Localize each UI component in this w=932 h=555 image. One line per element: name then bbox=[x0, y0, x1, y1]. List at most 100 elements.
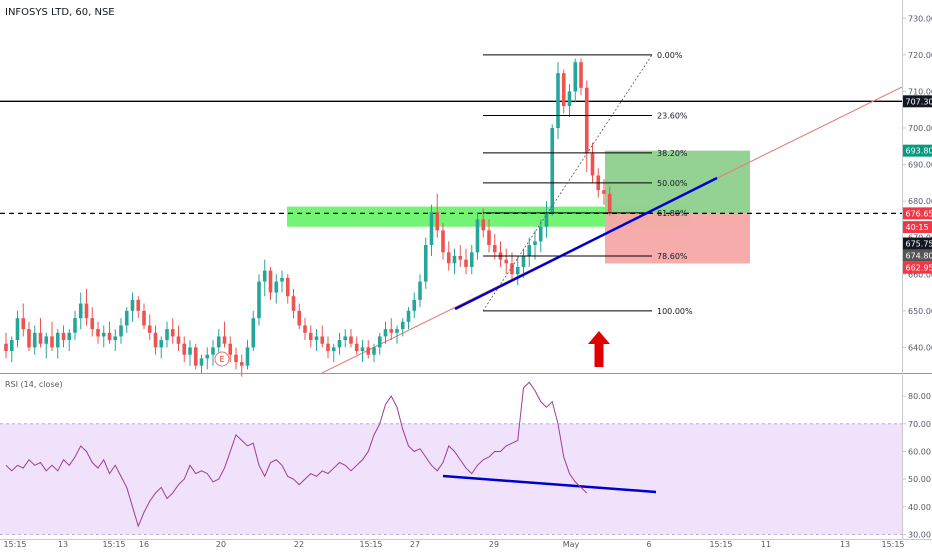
candle-body bbox=[401, 322, 405, 329]
candle-body bbox=[280, 278, 284, 282]
fib-level-label: 50.00% bbox=[657, 179, 688, 188]
candle-body bbox=[102, 333, 106, 337]
candle-body bbox=[257, 282, 261, 319]
candle-body bbox=[131, 300, 135, 311]
price-tag-label: 693.80 bbox=[906, 147, 932, 156]
candle-body bbox=[361, 347, 365, 351]
time-tick-label: 13 bbox=[840, 540, 850, 549]
candle bbox=[257, 274, 261, 325]
candle-body bbox=[56, 333, 60, 348]
fib-level-label: 78.60% bbox=[657, 252, 688, 261]
candle bbox=[556, 62, 560, 139]
candle-body bbox=[332, 347, 336, 351]
time-tick-label: 15:15 bbox=[881, 540, 904, 549]
rsi-tick-label: 40.00 bbox=[908, 503, 931, 512]
time-tick-label: 15:15 bbox=[102, 540, 125, 549]
price-tick-label: 700.00 bbox=[908, 124, 932, 133]
candle-body bbox=[297, 311, 301, 326]
candle-body bbox=[269, 271, 273, 293]
candle-body bbox=[286, 278, 290, 296]
price-tag: 693.80 bbox=[903, 145, 932, 157]
candle-body bbox=[39, 333, 43, 344]
candle-body bbox=[343, 336, 347, 340]
candle-body bbox=[573, 62, 577, 91]
candle-body bbox=[4, 344, 8, 351]
candle-body bbox=[67, 333, 71, 340]
price-tick-label: 650.00 bbox=[908, 307, 932, 316]
candle-body bbox=[418, 282, 422, 300]
candle-body bbox=[200, 358, 204, 365]
candle-body bbox=[464, 260, 468, 267]
candle-body bbox=[539, 227, 543, 242]
candle-body bbox=[476, 219, 480, 252]
candle-body bbox=[487, 230, 491, 245]
candle-body bbox=[522, 256, 526, 267]
fib-level-label: 0.00% bbox=[657, 51, 683, 60]
time-tick-label: 15:15 bbox=[709, 540, 732, 549]
candle-body bbox=[412, 300, 416, 311]
candle-body bbox=[223, 336, 227, 343]
candle-body bbox=[326, 344, 330, 351]
candle-body bbox=[142, 311, 146, 326]
earnings-marker[interactable]: E bbox=[215, 352, 229, 366]
price-axis[interactable]: 730.00720.00710.00700.00690.00680.00670.… bbox=[902, 14, 932, 352]
candle-body bbox=[159, 340, 163, 347]
time-tick-label: May bbox=[563, 540, 580, 549]
time-tick-label: 15:15 bbox=[359, 540, 382, 549]
candle-body bbox=[562, 73, 566, 106]
candle-body bbox=[108, 333, 112, 340]
candle-body bbox=[154, 333, 158, 348]
candle-body bbox=[119, 325, 123, 336]
rsi-tick-label: 30.00 bbox=[908, 530, 931, 539]
candle-body bbox=[21, 318, 25, 329]
price-tag: 40:15 bbox=[903, 221, 932, 233]
candle-body bbox=[568, 91, 572, 106]
price-tick-label: 720.00 bbox=[908, 51, 932, 60]
candle-body bbox=[27, 329, 31, 347]
candle-body bbox=[407, 311, 411, 322]
time-tick-label: 6 bbox=[646, 540, 651, 549]
candle-body bbox=[550, 128, 554, 212]
candle-body bbox=[447, 252, 451, 263]
price-tag: 707.30 bbox=[903, 95, 932, 107]
candle-body bbox=[510, 263, 514, 274]
candle-body bbox=[44, 336, 48, 343]
earnings-marker-label: E bbox=[219, 355, 224, 364]
chart-title[interactable]: INFOSYS LTD, 60, NSE bbox=[5, 7, 115, 18]
time-tick-label: 29 bbox=[489, 540, 499, 549]
time-tick-label: 11 bbox=[761, 540, 771, 549]
time-tick-label: 27 bbox=[410, 540, 420, 549]
price-tag: 662.95 bbox=[903, 262, 932, 274]
price-pane-background bbox=[0, 0, 902, 373]
price-tick-label: 730.00 bbox=[908, 14, 932, 23]
candle-body bbox=[527, 245, 531, 256]
price-tag-label: 674.80 bbox=[906, 252, 932, 261]
candle-body bbox=[389, 329, 393, 333]
candle-body bbox=[493, 245, 497, 252]
candle-body bbox=[470, 252, 474, 267]
price-tag: 674.80 bbox=[903, 250, 932, 262]
candle-body bbox=[366, 347, 370, 354]
candle-body bbox=[458, 256, 462, 260]
candle-body bbox=[234, 355, 238, 362]
time-tick-label: 15:15 bbox=[3, 540, 26, 549]
price-tick-label: 680.00 bbox=[908, 197, 932, 206]
candle-body bbox=[90, 318, 94, 329]
candle-body bbox=[217, 336, 221, 347]
rsi-tick-label: 80.00 bbox=[908, 392, 931, 401]
time-tick-label: 22 bbox=[294, 540, 304, 549]
price-tag-label: 675.75 bbox=[906, 240, 932, 249]
candle bbox=[194, 344, 198, 370]
candle-body bbox=[211, 347, 215, 354]
candle-body bbox=[182, 344, 186, 355]
rsi-title[interactable]: RSI (14, close) bbox=[5, 380, 63, 389]
fib-level-label: 100.00% bbox=[657, 307, 693, 316]
time-tick-label: 13 bbox=[58, 540, 68, 549]
fib-level-label: 23.60% bbox=[657, 112, 688, 121]
candle-body bbox=[50, 336, 54, 347]
candle-body bbox=[125, 311, 129, 326]
